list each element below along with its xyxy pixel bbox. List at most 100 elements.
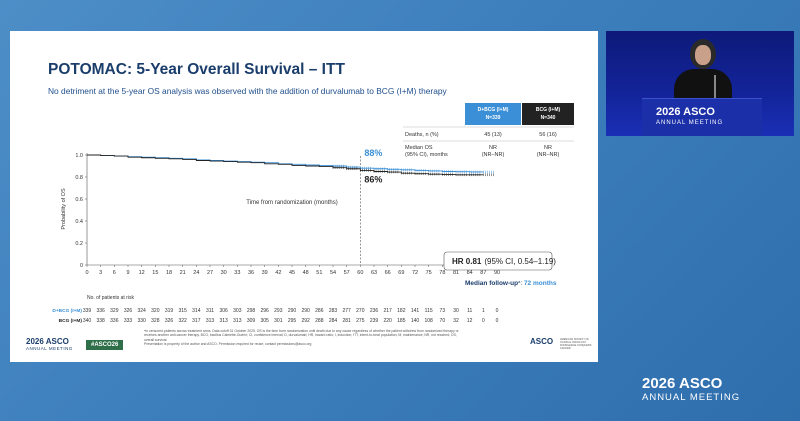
hashtag-badge: #ASCO26: [86, 340, 124, 350]
footer-year: 2026: [642, 375, 676, 392]
at-risk-dbcg-value: 314: [192, 308, 201, 314]
x-tick-label: 57: [344, 270, 350, 276]
x-tick-label: 27: [207, 270, 213, 276]
at-risk-dbcg-value: 1: [482, 308, 485, 314]
at-risk-dbcg-value: 298: [247, 308, 256, 314]
footnotes: ᵃIn censored patients across treatment a…: [144, 329, 544, 347]
at-risk-bcg-value: 275: [356, 318, 365, 324]
x-tick-label: 6: [113, 270, 116, 276]
y-axis-label: Probability of OS: [61, 188, 67, 230]
x-tick-label: 60: [357, 270, 363, 276]
footer-logo-text: 2026 ASCO: [642, 375, 740, 392]
table-row1-label: Deaths, n (%): [405, 132, 439, 138]
at-risk-dbcg-value: 336: [96, 308, 105, 314]
at-risk-dbcg-value: 339: [83, 308, 92, 314]
speaker-body: [674, 69, 732, 101]
at-risk-bcg-value: 301: [274, 318, 283, 324]
table-row2-val2a: NR: [544, 145, 552, 151]
y-tick-label: 0.8: [75, 175, 83, 181]
at-risk-dbcg-value: 315: [178, 308, 187, 314]
at-risk-dbcg-value: 217: [383, 308, 392, 314]
at-risk-dbcg-value: 311: [206, 308, 214, 314]
asco-society-tagline: AMERICAN SOCIETY OF CLINICAL ONCOLOGY KN…: [560, 338, 594, 350]
footer-name: ASCO: [679, 375, 723, 392]
at-risk-bcg-value: 220: [383, 318, 392, 324]
footnote-line-4: Presentation is property of the author a…: [144, 342, 312, 347]
slide-logo-text: 2026 ASCO: [26, 337, 73, 346]
at-risk-bcg-value: 185: [397, 318, 406, 324]
at-risk-dbcg-value: 306: [219, 308, 228, 314]
x-tick-label: 0: [85, 270, 88, 276]
median-followup-label: Median follow-up: [465, 280, 518, 287]
y-tick-label: 0.2: [75, 241, 83, 247]
table-row2-label1: Median OS: [405, 145, 433, 151]
median-followup-sup: a: [518, 279, 521, 284]
table-row1-val1: 45 (13): [484, 132, 502, 138]
x-tick-label: 39: [262, 270, 268, 276]
at-risk-row-bcg: 340 338 336 333 330 328 326 322 317 313 313 313 309 3…: [83, 318, 499, 324]
table-header-dbcg: [465, 103, 521, 125]
y-tick-label: 1.0: [75, 153, 83, 159]
at-risk-dbcg-value: 326: [124, 308, 133, 314]
at-risk-bcg-value: 12: [467, 318, 473, 324]
footer-meeting: ANNUAL MEETING: [642, 392, 741, 403]
at-risk-dbcg-value: 270: [356, 308, 365, 314]
at-risk-dbcg-value: 320: [151, 308, 160, 314]
survival-curve-bcg: [87, 154, 484, 176]
podium-name: ASCO: [683, 106, 715, 118]
annotation-dbcg: 88%: [364, 148, 382, 158]
x-tick-label: 63: [371, 270, 377, 276]
hr-text: HR 0.81 (95% CI, 0.54–1.19): [452, 257, 556, 266]
asco-society-logo: ASCO AMERICAN SOCIETY OF CLINICAL ONCOLO…: [530, 337, 591, 350]
podium-logo-text: 2026 ASCO: [656, 106, 715, 118]
table-col2-line1: BCG (I+M): [536, 107, 561, 113]
slide-subtitle: No detriment at the 5-year OS analysis w…: [48, 86, 447, 96]
asco-society-name: ASCO: [530, 337, 554, 346]
at-risk-bcg-value: 338: [96, 318, 105, 324]
x-tick-label: 45: [289, 270, 295, 276]
x-tick-label: 15: [152, 270, 158, 276]
table-col1-line1: D+BCG (I+M): [478, 107, 509, 113]
asco-society-tagline-2: KNOWLEDGE CONQUERS CANCER: [560, 344, 592, 350]
at-risk-bcg-value: 330: [137, 318, 146, 324]
at-risk-dbcg-value: 286: [315, 308, 324, 314]
x-tick-label: 9: [126, 270, 129, 276]
y-ticks: 0 0.2 0.4 0.6 0.8 1.0: [75, 153, 87, 269]
table-row2-val1b: (NR–NR): [482, 152, 505, 158]
at-risk-dbcg-value: 73: [440, 308, 446, 314]
at-risk-dbcg-value: 319: [165, 308, 174, 314]
at-risk-bcg-value: 313: [219, 318, 228, 324]
at-risk-dbcg-value: 115: [425, 308, 433, 314]
at-risk-bcg-value: 292: [301, 318, 310, 324]
at-risk-bcg-value: 295: [288, 318, 297, 324]
x-tick-label: 21: [180, 270, 186, 276]
x-tick-label: 78: [439, 270, 445, 276]
footnote-line-3: overall survival.: [144, 337, 168, 342]
x-tick-label: 48: [303, 270, 309, 276]
x-tick-label: 72: [412, 270, 418, 276]
x-axis-label: Time from randomization (months): [246, 200, 337, 206]
at-risk-title: No. of patients at risk: [87, 295, 134, 301]
at-risk-bcg-value: 317: [192, 318, 201, 324]
at-risk-bcg-value: 336: [110, 318, 119, 324]
hr-value: HR 0.81: [452, 257, 482, 266]
at-risk-dbcg-value: 303: [233, 308, 242, 314]
at-risk-label-bcg: BCG (I+M): [59, 318, 83, 324]
table-row1-val2: 56 (16): [539, 132, 557, 138]
survival-curves: [87, 154, 494, 177]
median-followup: Median follow-upa: 72 months: [465, 279, 557, 287]
chart-axes: [86, 153, 497, 266]
at-risk-bcg-value: 328: [151, 318, 160, 324]
at-risk-bcg-value: 140: [411, 318, 420, 324]
slide-title: POTOMAC: 5-Year Overall Survival – ITT: [48, 61, 345, 78]
podium: 2026 ASCO ANNUAL MEETING: [642, 98, 762, 136]
at-risk-dbcg-value: 290: [301, 308, 310, 314]
slide-logo-name: ASCO: [45, 337, 69, 346]
at-risk-dbcg-value: 182: [397, 308, 406, 314]
hr-ci: (95% CI, 0.54–1.19): [484, 257, 556, 266]
at-risk-bcg-value: 313: [206, 318, 215, 324]
at-risk-dbcg-value: 329: [110, 308, 119, 314]
microphone-icon: [714, 75, 716, 99]
x-tick-label: 69: [398, 270, 404, 276]
at-risk-bcg-value: 309: [247, 318, 256, 324]
